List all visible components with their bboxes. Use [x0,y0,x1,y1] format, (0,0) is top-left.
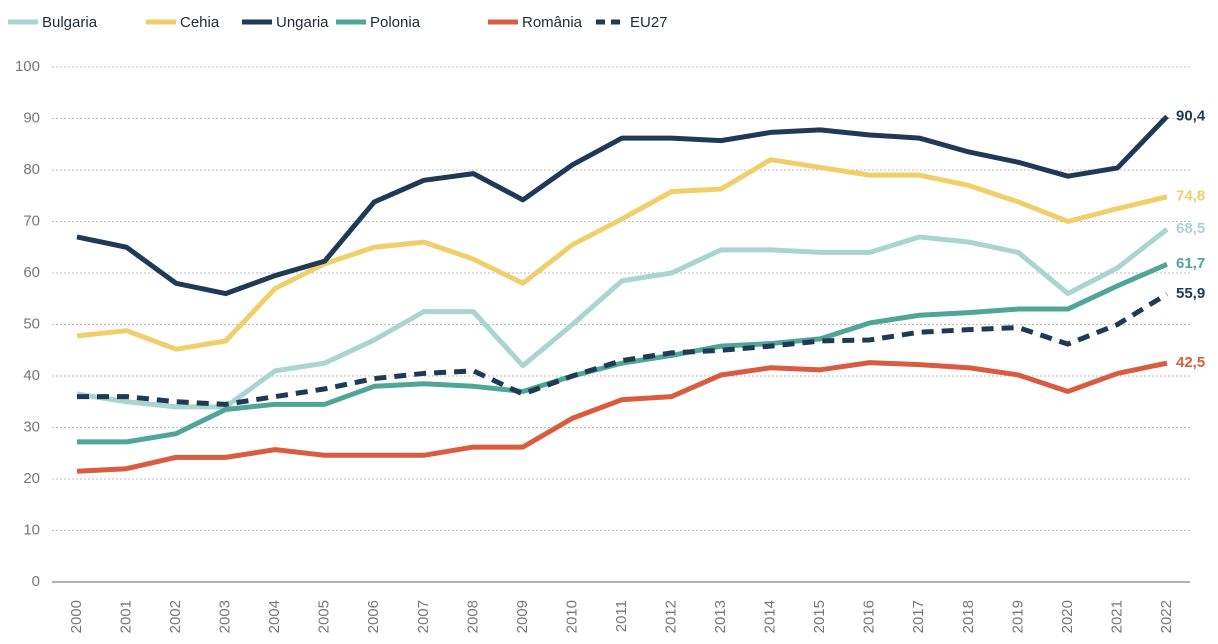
y-tick-label: 70 [23,212,40,229]
x-tick-label: 2017 [910,600,927,633]
x-tick-label: 2014 [762,600,779,633]
x-tick-label: 2005 [316,600,333,633]
y-tick-label: 20 [23,470,40,487]
x-tick-label: 2008 [464,600,481,633]
line-series [76,227,1169,410]
data-label: 90,4 [1176,107,1206,124]
legend-label: EU27 [630,14,668,31]
data-label: 61,7 [1176,255,1205,272]
legend-label: Ungaria [276,14,329,31]
legend-label: Bulgaria [42,14,98,31]
line-series [77,291,1169,407]
x-tick-label: 2007 [415,600,432,633]
x-tick-label: 2001 [118,600,135,633]
legend-label: Polonia [370,14,421,31]
data-label: 42,5 [1176,354,1205,371]
x-tick-label: 2004 [266,600,283,633]
x-tick-label: 2018 [960,600,977,633]
x-tick-label: 2010 [563,600,580,633]
y-tick-label: 0 [32,573,40,590]
legend-label: Cehia [180,14,220,31]
x-tick-label: 2022 [1158,600,1175,633]
y-tick-label: 50 [23,315,40,332]
data-label: 55,9 [1176,285,1205,302]
x-tick-label: 2000 [68,600,85,633]
x-tick-label: 2006 [365,600,382,633]
y-tick-label: 100 [15,58,40,75]
x-tick-label: 2012 [663,600,680,633]
y-tick-label: 60 [23,264,40,281]
data-label: 74,8 [1176,188,1205,205]
x-tick-label: 2019 [1009,600,1026,633]
y-tick-label: 10 [23,521,40,538]
x-tick-label: 2011 [613,600,630,632]
x-tick-label: 2002 [167,600,184,633]
line-series [76,114,1169,297]
y-tick-label: 40 [23,367,40,384]
x-tick-label: 2020 [1059,600,1076,633]
x-tick-label: 2013 [712,600,729,633]
legend-label: România [522,14,583,31]
x-tick-label: 2009 [514,600,531,633]
y-tick-label: 80 [23,161,40,178]
x-tick-label: 2015 [811,600,828,633]
y-tick-label: 30 [23,418,40,435]
line-series [76,157,1168,352]
y-tick-label: 90 [23,109,40,126]
x-tick-label: 2003 [217,600,234,633]
data-label: 68,5 [1176,220,1205,237]
x-tick-label: 2016 [861,600,878,633]
line-series [77,261,1169,445]
line-series [76,360,1168,474]
x-tick-label: 2021 [1108,600,1125,633]
